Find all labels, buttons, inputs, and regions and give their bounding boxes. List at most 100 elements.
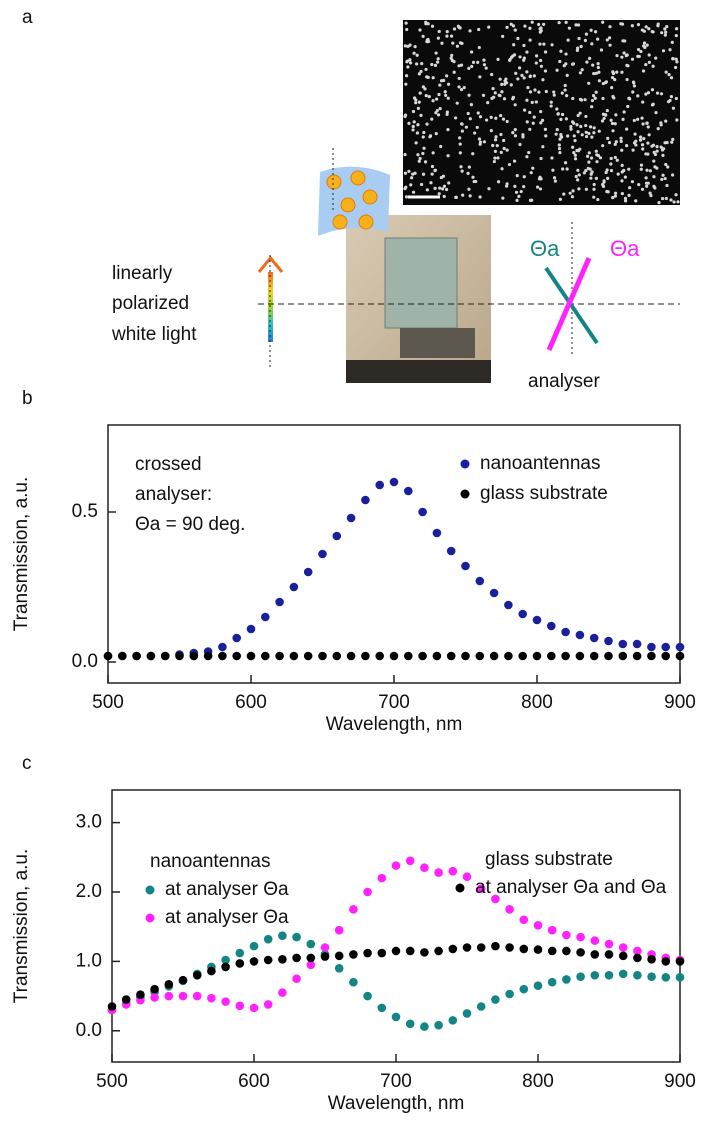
sem-dot <box>667 73 670 76</box>
sem-dot <box>566 134 569 137</box>
sem-dot <box>648 53 651 56</box>
point <box>132 652 141 661</box>
sem-dot <box>479 141 482 144</box>
sem-dot <box>471 176 474 179</box>
point <box>361 496 370 505</box>
point <box>404 652 413 661</box>
sem-dot <box>490 116 493 119</box>
sem-dot <box>493 157 496 160</box>
sem-dot <box>478 46 481 49</box>
point <box>561 628 570 637</box>
point <box>547 652 556 661</box>
sem-dot <box>478 75 481 78</box>
sem-dot <box>558 143 561 146</box>
sem-dot <box>494 117 497 120</box>
sem-dot <box>500 167 503 170</box>
point <box>218 643 227 652</box>
point <box>404 487 413 496</box>
sem-dot <box>592 188 595 191</box>
sem-dot <box>633 119 636 122</box>
analyser-axis <box>546 268 597 343</box>
point <box>461 562 470 571</box>
point <box>548 978 557 987</box>
legend-marker <box>456 884 465 893</box>
sem-dot <box>665 184 668 187</box>
sem-dot <box>621 164 624 167</box>
sem-dot <box>661 197 664 200</box>
sem-dot <box>614 122 617 125</box>
sem-dot <box>503 97 506 100</box>
sem-dot <box>435 51 438 54</box>
point <box>518 652 527 661</box>
sem-dot <box>514 29 517 32</box>
sem-dot <box>424 68 427 71</box>
sem-dot <box>592 131 595 134</box>
sem-dot <box>600 48 603 51</box>
sem-dot <box>585 60 588 63</box>
sem-dot <box>653 186 656 189</box>
sem-dot <box>666 165 669 168</box>
holder <box>400 328 475 358</box>
sem-dot <box>660 123 663 126</box>
point <box>576 631 585 640</box>
sem-dot <box>429 181 432 184</box>
sem-dot <box>616 159 619 162</box>
sem-dot <box>594 30 597 33</box>
sem-dot <box>620 140 623 143</box>
point <box>647 643 656 652</box>
sem-dot <box>564 84 567 87</box>
sem-dot <box>601 97 604 100</box>
sem-dot <box>583 98 586 101</box>
point <box>547 622 556 631</box>
legend-group: glass substrate <box>485 849 613 870</box>
sem-dot <box>661 174 664 177</box>
sem-dot <box>572 151 575 154</box>
sem-dot <box>602 180 605 183</box>
point <box>275 652 284 661</box>
sem-dot <box>606 38 609 41</box>
sem-dot <box>545 90 548 93</box>
sem-dot <box>656 24 659 27</box>
point <box>661 652 670 661</box>
sem-dot <box>558 147 561 150</box>
sem-dot <box>585 188 588 191</box>
sem-dot <box>579 125 582 128</box>
point <box>418 508 427 517</box>
point <box>447 547 456 556</box>
point <box>562 931 571 940</box>
sem-dot <box>552 90 555 93</box>
point <box>204 652 213 661</box>
point <box>604 652 613 661</box>
sem-dot <box>529 75 532 78</box>
sem-dot <box>511 97 514 100</box>
point <box>504 601 513 610</box>
point <box>378 1004 387 1013</box>
point <box>236 949 245 958</box>
sem-dot <box>503 80 506 83</box>
sem-dot <box>558 151 561 154</box>
sem-dot <box>404 44 407 47</box>
point <box>463 943 472 952</box>
point <box>392 947 401 956</box>
sem-dot <box>606 168 609 171</box>
sem-dot <box>624 176 627 179</box>
sem-dot <box>610 169 613 172</box>
sem-dot <box>503 147 506 150</box>
sem-dot <box>571 146 574 149</box>
point <box>477 1002 486 1011</box>
sem-dot <box>587 167 590 170</box>
point <box>406 1020 415 1029</box>
sem-dot <box>459 143 462 146</box>
panel-label: a <box>22 7 33 28</box>
point <box>406 856 415 865</box>
sem-dot <box>576 169 579 172</box>
sem-dot <box>516 174 519 177</box>
sem-dot <box>674 193 677 196</box>
point <box>193 992 202 1001</box>
sem-dot <box>647 27 650 30</box>
point <box>378 949 387 958</box>
sem-dot <box>458 136 461 139</box>
point <box>150 993 159 1002</box>
sem-dot <box>670 141 673 144</box>
point <box>347 514 356 523</box>
